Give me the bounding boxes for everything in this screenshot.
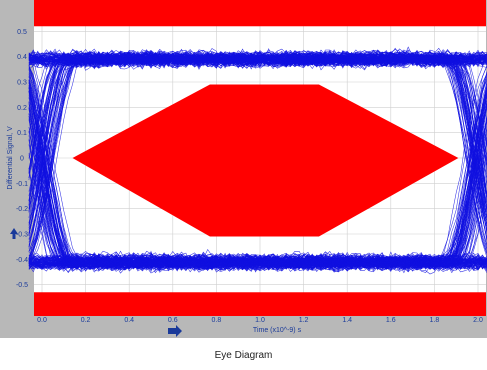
y-tick-label: -0.1 (16, 181, 28, 188)
x-tick-label: 1.4 (342, 317, 352, 324)
x-tick-label: 1.8 (430, 317, 440, 324)
y-tick-label: 0.2 (17, 105, 27, 112)
y-tick-label: -0.3 (16, 232, 28, 239)
x-tick-label: 0.0 (37, 317, 47, 324)
y-tick-label: 0.1 (17, 130, 27, 137)
signal-trace (28, 53, 487, 246)
x-axis-label: Time (x10^-9) s (253, 327, 302, 334)
y-tick-label: 0 (20, 156, 24, 163)
x-tick-label: 1.0 (255, 317, 265, 324)
signal-trace (28, 55, 487, 248)
signal-trace (28, 56, 487, 68)
mask-limit-regions (34, 0, 486, 316)
signal-trace (28, 66, 487, 270)
y-tick-label: 0.3 (17, 80, 27, 87)
up-arrow-icon[interactable] (10, 228, 18, 239)
x-tick-label: 0.2 (81, 317, 91, 324)
y-tick-labels: 0.5 0.4 0.3 0.2 0.1 0 -0.1 -0.2 -0.3 -0.4 -0.5 (16, 29, 28, 289)
y-tick-label: 0.4 (17, 54, 27, 61)
signal-trace (28, 85, 487, 269)
signal-traces (28, 46, 487, 275)
chart-caption: Eye Diagram (214, 350, 273, 361)
signal-trace (28, 127, 487, 267)
x-tick-labels: 0.0 0.2 0.4 0.6 0.8 1.0 1.2 1.4 1.6 1.8 2.0 (37, 317, 483, 324)
signal-trace (28, 54, 487, 266)
mask-lower-limit (34, 292, 486, 316)
x-tick-label: 0.6 (168, 317, 178, 324)
right-arrow-icon[interactable] (168, 325, 182, 337)
y-tick-label: -0.5 (16, 282, 28, 289)
x-tick-label: 0.8 (212, 317, 222, 324)
signal-trace (28, 49, 487, 234)
signal-trace (28, 256, 487, 271)
y-axis-label: Differential Signal, V (7, 126, 14, 190)
eye-mask-hexagon (72, 84, 459, 237)
signal-trace (28, 55, 487, 242)
x-tick-label: 2.0 (473, 317, 483, 324)
x-tick-label: 0.4 (124, 317, 134, 324)
y-tick-label: 0.5 (17, 29, 27, 36)
mask-upper-limit (34, 0, 486, 27)
x-tick-label: 1.2 (299, 317, 309, 324)
x-tick-label: 1.6 (386, 317, 396, 324)
y-tick-label: -0.4 (16, 257, 28, 264)
signal-trace (28, 91, 487, 271)
y-tick-label: -0.2 (16, 206, 28, 213)
